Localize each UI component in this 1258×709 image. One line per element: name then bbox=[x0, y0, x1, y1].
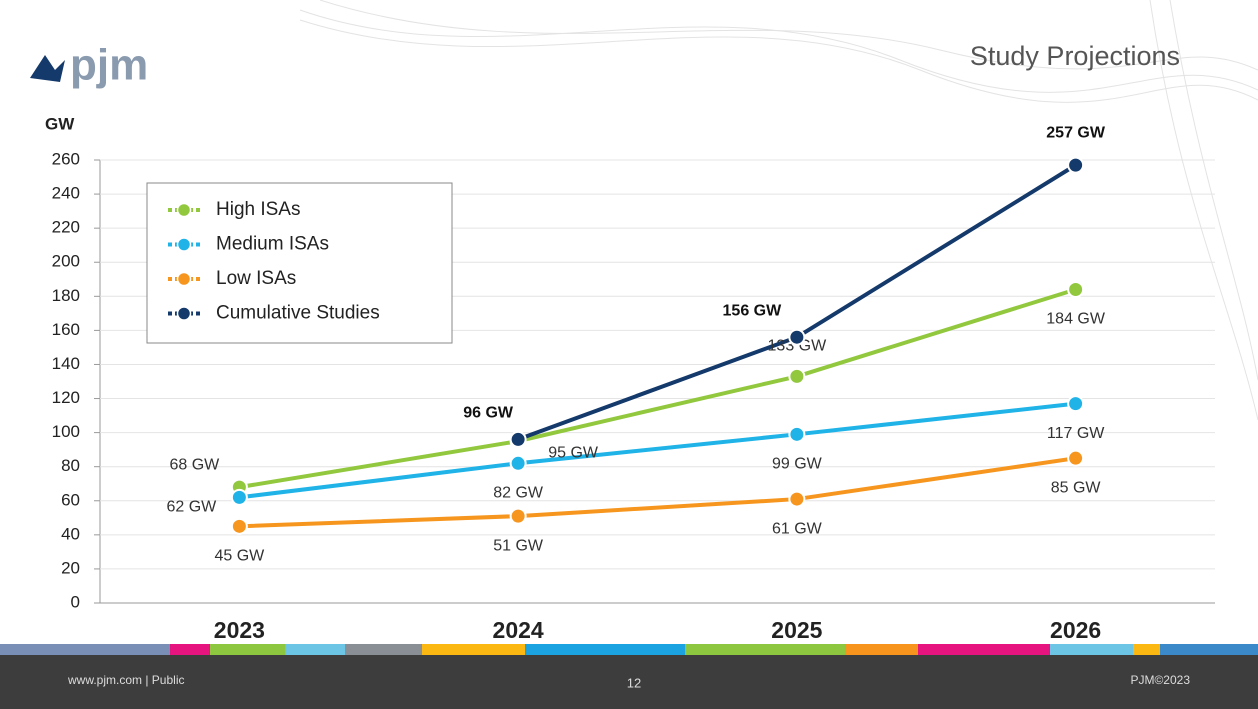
value-label: 96 GW bbox=[463, 405, 514, 422]
series-line bbox=[239, 287, 1077, 490]
series-line bbox=[239, 456, 1076, 529]
chart-title: Study Projections bbox=[970, 41, 1180, 71]
value-label: 133 GW bbox=[768, 338, 828, 355]
footer-right: PJM©2023 bbox=[1130, 673, 1190, 687]
point bbox=[1067, 280, 1085, 298]
page-number: 12 bbox=[627, 675, 641, 690]
point bbox=[1067, 449, 1085, 467]
point bbox=[230, 488, 248, 506]
value-label: 156 GW bbox=[723, 302, 783, 319]
point bbox=[509, 454, 527, 472]
point bbox=[788, 425, 806, 443]
series-line bbox=[239, 401, 1076, 500]
x-tick-label: 2024 bbox=[493, 617, 544, 643]
value-label: 184 GW bbox=[1046, 311, 1106, 328]
y-tick-label: 120 bbox=[52, 388, 80, 407]
legend-label: Low ISAs bbox=[216, 268, 296, 289]
legend-marker bbox=[176, 202, 192, 218]
point bbox=[509, 430, 527, 448]
value-label: 85 GW bbox=[1051, 479, 1102, 496]
legend-marker bbox=[176, 306, 192, 321]
y-tick-label: 0 bbox=[71, 592, 80, 611]
logo-text: pjm bbox=[70, 41, 148, 90]
y-tick-label: 260 bbox=[52, 149, 80, 168]
value-label: 68 GW bbox=[169, 456, 220, 473]
footer-left: www.pjm.com | Public bbox=[67, 673, 184, 687]
point bbox=[788, 328, 806, 346]
value-label: 62 GW bbox=[166, 499, 217, 516]
y-tick-label: 200 bbox=[52, 252, 80, 271]
value-label: 45 GW bbox=[214, 548, 265, 565]
legend-label: Medium ISAs bbox=[216, 234, 329, 255]
y-tick-label: 240 bbox=[52, 184, 80, 203]
y-axis-label: GW bbox=[45, 114, 75, 133]
point bbox=[509, 507, 527, 525]
plot: 68 GW 95 GW 133 GW 184 GW 62 GW 82 GW 99 GW 117… bbox=[166, 124, 1105, 564]
point bbox=[1067, 156, 1085, 174]
y-tick-label: 80 bbox=[61, 456, 80, 475]
x-tick-label: 2023 bbox=[214, 617, 265, 643]
legend: High ISAs Medium ISAs Low ISAs Cumulative S… bbox=[168, 199, 380, 324]
point bbox=[788, 367, 806, 385]
value-label: 117 GW bbox=[1047, 425, 1105, 442]
legend-label: Cumulative Studies bbox=[216, 303, 380, 324]
value-label: 95 GW bbox=[548, 444, 599, 461]
legend-label: High ISAs bbox=[216, 199, 300, 220]
y-tick-label: 60 bbox=[61, 490, 80, 509]
value-label: 82 GW bbox=[493, 485, 544, 502]
legend-marker bbox=[176, 237, 192, 252]
logo: pjm bbox=[30, 41, 148, 90]
value-label: 61 GW bbox=[772, 520, 823, 537]
y-tick-label: 20 bbox=[61, 558, 80, 577]
y-tick-label: 140 bbox=[52, 354, 80, 373]
color-bar bbox=[0, 644, 1258, 655]
footer bbox=[0, 655, 1258, 709]
y-tick-label: 100 bbox=[52, 422, 80, 441]
x-tick-label: 2025 bbox=[771, 617, 822, 643]
x-tick-label: 2026 bbox=[1050, 617, 1101, 643]
value-label: 51 GW bbox=[493, 537, 544, 554]
decor-waves bbox=[299, 0, 1258, 421]
value-label: 257 GW bbox=[1046, 124, 1106, 141]
y-tick-label: 40 bbox=[61, 524, 80, 543]
value-label: 99 GW bbox=[772, 456, 823, 473]
point bbox=[788, 490, 806, 508]
y-tick-label: 180 bbox=[52, 286, 80, 305]
legend-marker bbox=[176, 271, 192, 287]
point bbox=[230, 517, 248, 535]
point bbox=[1067, 395, 1085, 413]
y-tick-label: 160 bbox=[52, 320, 80, 339]
y-tick-label: 220 bbox=[52, 218, 80, 237]
